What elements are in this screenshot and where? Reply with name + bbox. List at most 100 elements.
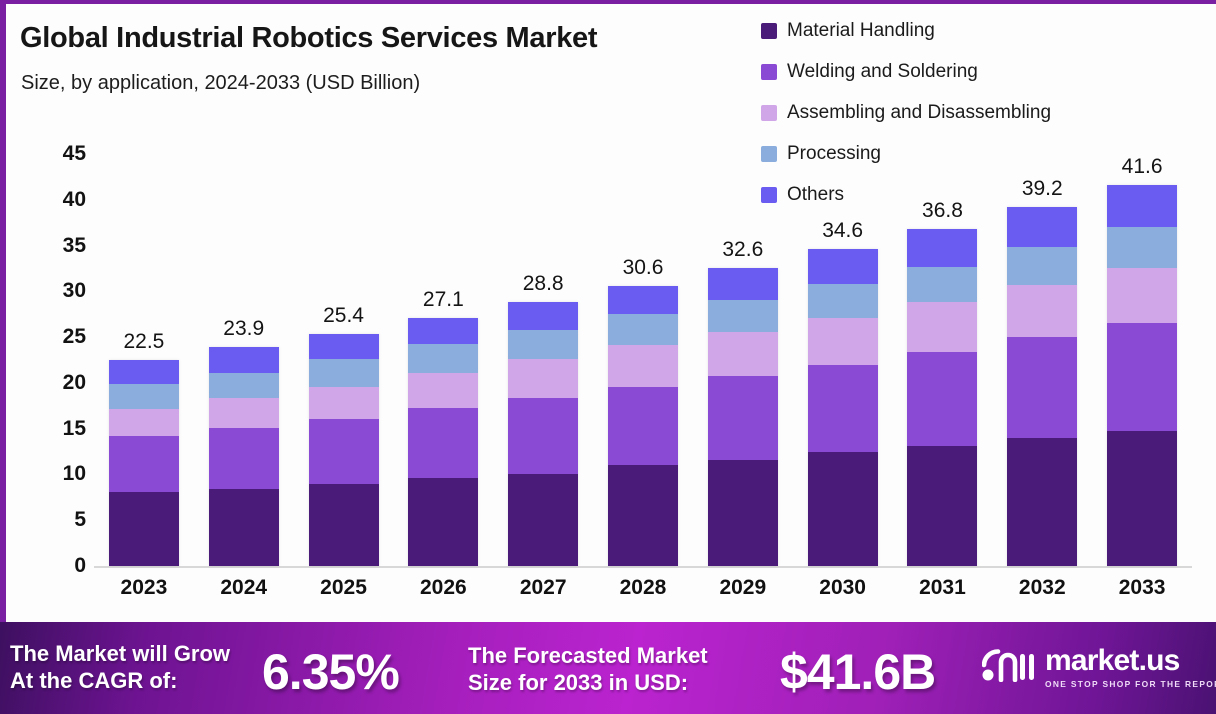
legend-item[interactable]: Others — [761, 174, 1211, 215]
bar-segment[interactable] — [1107, 323, 1178, 431]
bar-segment[interactable] — [508, 359, 579, 398]
bar-segment[interactable] — [108, 408, 179, 436]
bar-segment[interactable] — [308, 418, 379, 484]
bar-segment[interactable] — [608, 386, 678, 466]
bar-segment[interactable] — [707, 299, 778, 332]
bar-segment[interactable] — [608, 345, 678, 387]
bar-segment[interactable] — [707, 267, 778, 300]
bar-segment[interactable] — [907, 229, 978, 267]
y-axis-tick-label: 10 — [62, 462, 86, 486]
bar-group[interactable]: 41.6 — [1107, 155, 1178, 566]
bar-segment[interactable] — [1107, 430, 1178, 566]
bar-segment[interactable] — [208, 427, 279, 490]
bar-segment[interactable] — [907, 266, 978, 303]
stacked-bar[interactable]: 32.6 — [707, 238, 778, 566]
bar-segment[interactable] — [807, 317, 878, 365]
legend-item[interactable]: Processing — [761, 133, 1211, 174]
bar-segment[interactable] — [108, 436, 179, 492]
bar-segment[interactable] — [907, 446, 978, 566]
bar-segment[interactable] — [308, 483, 379, 566]
stacked-bar[interactable]: 25.4 — [308, 304, 379, 566]
bar-segment[interactable] — [508, 473, 579, 566]
forecast-size-caption-line-1: The Forecasted Market — [468, 643, 708, 668]
bar-group[interactable]: 25.4 — [308, 304, 379, 566]
x-axis-tick-label: 2032 — [1018, 576, 1066, 599]
bar-segment[interactable] — [1107, 227, 1178, 268]
legend-item[interactable]: Welding and Soldering — [761, 51, 1211, 92]
bar-segment[interactable] — [508, 302, 579, 330]
bar-group[interactable]: 23.9 — [208, 317, 279, 566]
bar-segment[interactable] — [608, 285, 678, 315]
x-axis-tick-label: 2023 — [120, 576, 168, 599]
bar-segment[interactable] — [907, 302, 978, 352]
bar-group[interactable]: 28.8 — [508, 272, 579, 566]
bar-segment[interactable] — [408, 372, 479, 408]
page-title: Global Industrial Robotics Services Mark… — [20, 22, 598, 54]
bar-segment[interactable] — [1107, 185, 1178, 228]
bar-group[interactable]: 30.6 — [608, 256, 678, 566]
stacked-bar[interactable]: 34.6 — [807, 219, 878, 566]
bar-segment[interactable] — [108, 360, 179, 384]
stacked-bar[interactable]: 36.8 — [907, 199, 978, 566]
bar-segment[interactable] — [108, 491, 179, 566]
logo-wordmark: market.us — [1045, 644, 1180, 677]
bar-segment[interactable] — [408, 478, 479, 566]
stacked-bar[interactable]: 39.2 — [1007, 177, 1078, 566]
bar-segment[interactable] — [108, 383, 179, 409]
bar-segment[interactable] — [408, 344, 479, 373]
bar-segment[interactable] — [208, 347, 279, 373]
bar-group[interactable]: 36.8 — [907, 199, 978, 566]
square-swatch-icon — [761, 186, 777, 203]
bar-segment[interactable] — [807, 249, 878, 285]
bar-segment[interactable] — [1007, 437, 1078, 566]
square-swatch-icon — [761, 63, 777, 80]
bar-segment[interactable] — [707, 331, 778, 376]
bar-segment[interactable] — [408, 317, 479, 345]
bar-segment[interactable] — [308, 386, 379, 419]
bar-segment[interactable] — [707, 459, 778, 566]
bar-group[interactable]: 32.6 — [707, 238, 778, 566]
bar-segment[interactable] — [308, 359, 379, 387]
bar-segment[interactable] — [208, 372, 279, 399]
stacked-bar[interactable]: 28.8 — [508, 272, 579, 566]
bar-segment[interactable] — [308, 333, 379, 360]
bar-group[interactable]: 34.6 — [807, 219, 878, 566]
stacked-bar[interactable]: 41.6 — [1107, 155, 1178, 566]
bar-segment[interactable] — [1107, 267, 1178, 324]
bar-segment[interactable] — [408, 407, 479, 479]
bar-segment[interactable] — [208, 398, 279, 428]
bar-segment[interactable] — [508, 397, 579, 474]
bar-segment[interactable] — [508, 329, 579, 360]
bar-segment[interactable] — [608, 465, 678, 566]
market-us-logo[interactable]: market.us ONE STOP SHOP FOR THE REPORTS — [981, 644, 1216, 689]
cagr-caption-line-2: At the CAGR of: — [10, 668, 178, 693]
legend-item[interactable]: Assembling and Disassembling — [761, 92, 1211, 133]
x-axis-tick-label: 2028 — [619, 576, 667, 599]
cagr-caption: The Market will Grow At the CAGR of: — [10, 640, 230, 694]
y-axis-tick-label: 45 — [62, 142, 86, 165]
bar-segment[interactable] — [807, 284, 878, 318]
bar-segment[interactable] — [907, 351, 978, 447]
bar-segment[interactable] — [1007, 207, 1078, 248]
bar-segment[interactable] — [208, 489, 279, 566]
stacked-bar[interactable]: 27.1 — [408, 288, 479, 566]
bar-segment[interactable] — [707, 375, 778, 460]
stacked-bar[interactable]: 23.9 — [208, 317, 279, 566]
stacked-bar[interactable]: 30.6 — [608, 256, 678, 566]
bar-segment[interactable] — [1007, 247, 1078, 285]
bar-segment[interactable] — [608, 314, 678, 346]
bar-segment[interactable] — [1007, 284, 1078, 338]
x-axis-tick-label: 2024 — [220, 576, 268, 599]
square-swatch-icon — [761, 104, 777, 121]
legend-item[interactable]: Material Handling — [761, 10, 1211, 51]
bar-segment[interactable] — [1007, 337, 1078, 438]
bar-group[interactable]: 22.5 — [108, 330, 179, 566]
chart-canvas: Global Industrial Robotics Services Mark… — [6, 4, 1216, 622]
stacked-bar[interactable]: 22.5 — [108, 330, 179, 566]
bar-segment[interactable] — [807, 364, 878, 453]
bar-group[interactable]: 39.2 — [1007, 177, 1078, 566]
bar-group[interactable]: 27.1 — [408, 288, 479, 566]
bar-segment[interactable] — [807, 452, 878, 566]
cagr-value: 6.35% — [262, 644, 400, 700]
chart-legend: Material Handling Welding and Soldering As… — [761, 10, 1211, 215]
